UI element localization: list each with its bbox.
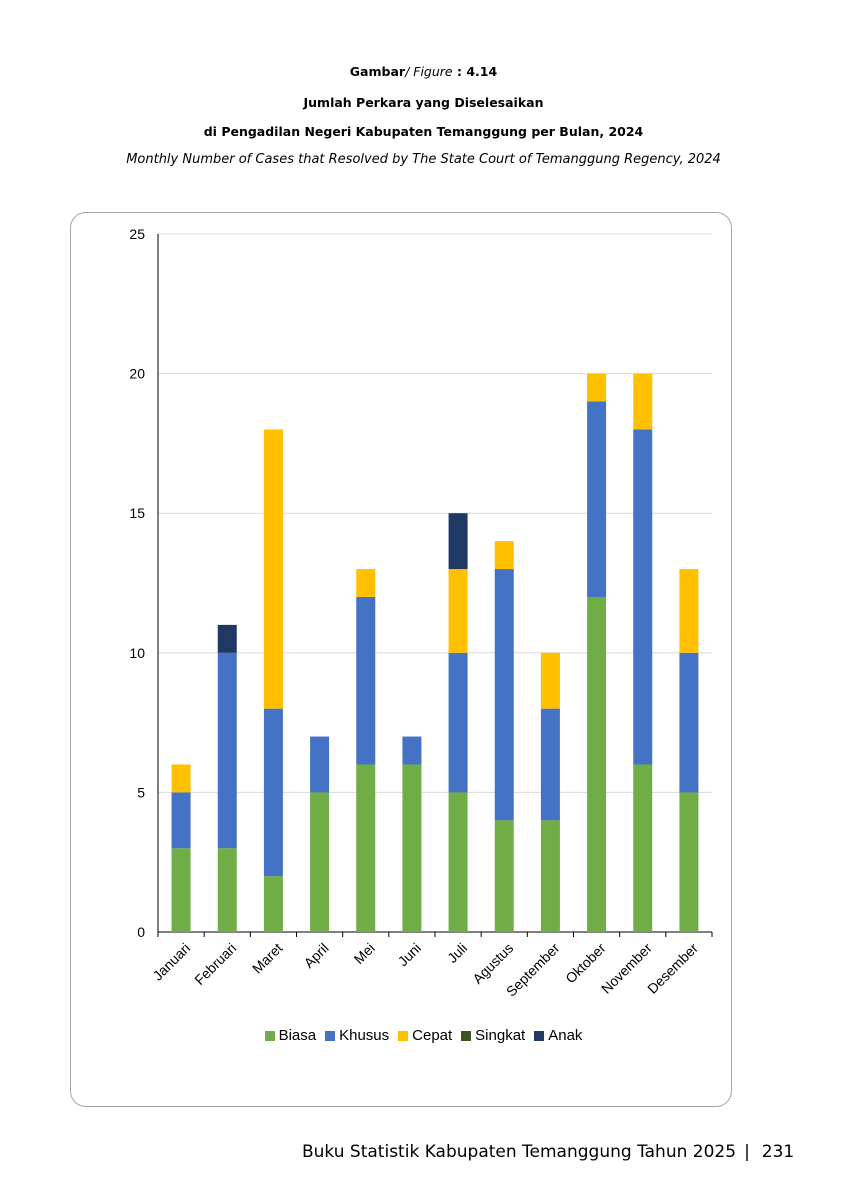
x-tick-label: Maret [249, 940, 286, 977]
page-number: 231 [761, 1142, 795, 1162]
bar-segment-khusus [171, 792, 191, 849]
legend-label: Cepat [412, 1027, 453, 1044]
bar-segment-khusus [587, 401, 607, 597]
bar-segment-anak [448, 513, 468, 570]
bar-segment-biasa [494, 820, 514, 932]
legend-label: Singkat [475, 1027, 526, 1044]
footer-book-title: Buku Statistik Kabupaten Temanggung Tahu… [302, 1142, 737, 1162]
figure-number: : 4.14 [456, 64, 498, 79]
x-tick-label: April [301, 940, 332, 971]
bar-segment-khusus [540, 708, 560, 821]
gambar-label: Gambar [349, 64, 406, 79]
legend-swatch [461, 1030, 472, 1041]
x-tick-label: Januari [149, 940, 193, 984]
bar-segment-khusus [402, 736, 422, 765]
figure-label: Gambar/ Figure : 4.14 [0, 64, 847, 79]
bar-segment-biasa [540, 820, 560, 932]
x-tick-label: Oktober [562, 940, 609, 987]
chart-title-line1: Jumlah Perkara yang Diselesaikan [303, 95, 544, 110]
y-tick-label: 15 [129, 505, 145, 521]
footer-separator: | [744, 1142, 750, 1162]
bar-segment-biasa [356, 764, 376, 932]
bar-segment-cepat [540, 652, 560, 709]
bar-segment-cepat [356, 569, 376, 597]
bar-segment-khusus [310, 736, 330, 793]
bar-segment-biasa [310, 792, 330, 932]
bar-segment-cepat [679, 569, 699, 653]
x-tick-label: Juni [395, 940, 424, 969]
legend-swatch [534, 1030, 545, 1041]
legend-item: Biasa [264, 1027, 317, 1044]
legend-item: Singkat [461, 1027, 525, 1044]
bar-segment-khusus [494, 569, 514, 821]
legend-swatch [264, 1030, 275, 1041]
bar-segment-khusus [679, 652, 699, 793]
x-tick-label: Februari [191, 940, 239, 988]
chart-frame [70, 212, 732, 1107]
legend-item: Khusus [325, 1027, 389, 1044]
chart-title-english: Monthly Number of Cases that Resolved by… [126, 152, 721, 167]
bar-segment-cepat [494, 541, 514, 570]
bar-segment-biasa [217, 848, 237, 932]
y-tick-label: 25 [129, 226, 145, 242]
bar-segment-biasa [679, 792, 699, 932]
x-tick-label: Desember [644, 940, 701, 997]
page-footer: Buku Statistik Kabupaten Temanggung Tahu… [302, 1142, 794, 1162]
legend-swatch [325, 1030, 336, 1041]
bar-segment-khusus [448, 652, 468, 793]
y-tick-label: 20 [129, 366, 145, 382]
bar-segment-khusus [633, 429, 653, 765]
bar-segment-biasa [448, 792, 468, 932]
bar-segment-biasa [171, 848, 191, 932]
bar-segment-cepat [587, 373, 607, 402]
bar-segment-biasa [263, 876, 283, 932]
bar-segment-cepat [633, 373, 653, 430]
chart-legend: Biasa Khusus Cepat Singkat Anak [0, 1027, 847, 1044]
bar-segment-cepat [171, 764, 191, 793]
bar-segment-biasa [402, 764, 422, 932]
bar-segment-khusus [217, 652, 237, 849]
x-tick-label: Juli [444, 940, 470, 966]
bar-segment-khusus [356, 596, 376, 765]
x-tick-label: Agustus [469, 940, 516, 987]
bar-segment-cepat [448, 569, 468, 653]
chart-title-line2: di Pengadilan Negeri Kabupaten Temanggun… [203, 124, 644, 139]
y-tick-label: 0 [137, 924, 145, 940]
legend-item: Cepat [398, 1027, 452, 1044]
legend-label: Anak [548, 1027, 583, 1044]
legend-label: Khusus [339, 1027, 390, 1044]
legend-item: Anak [534, 1027, 582, 1044]
y-tick-label: 5 [137, 784, 145, 800]
figure-label-en: / Figure [405, 64, 453, 79]
bar-segment-anak [217, 624, 237, 653]
bar-segment-cepat [263, 429, 283, 709]
legend-label: Biasa [278, 1027, 317, 1044]
x-tick-label: Mei [351, 940, 378, 967]
bar-segment-khusus [263, 708, 283, 877]
legend-swatch [398, 1030, 409, 1041]
bar-segment-biasa [633, 764, 653, 932]
y-tick-label: 10 [129, 645, 145, 661]
bar-segment-biasa [587, 596, 607, 932]
